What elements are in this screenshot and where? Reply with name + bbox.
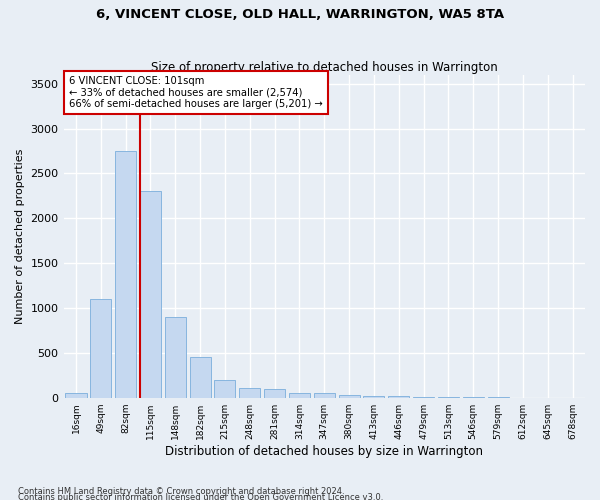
- Bar: [438, 397, 459, 398]
- Bar: [65, 393, 86, 398]
- Bar: [264, 388, 285, 398]
- Bar: [115, 151, 136, 398]
- Bar: [165, 317, 186, 398]
- Text: Contains HM Land Registry data © Crown copyright and database right 2024.: Contains HM Land Registry data © Crown c…: [18, 486, 344, 496]
- Bar: [388, 396, 409, 398]
- Bar: [289, 393, 310, 398]
- Bar: [140, 192, 161, 398]
- Bar: [364, 396, 385, 398]
- Bar: [90, 299, 112, 398]
- Bar: [314, 393, 335, 398]
- Bar: [239, 388, 260, 398]
- Y-axis label: Number of detached properties: Number of detached properties: [15, 148, 25, 324]
- Bar: [214, 380, 235, 398]
- Bar: [413, 397, 434, 398]
- X-axis label: Distribution of detached houses by size in Warrington: Distribution of detached houses by size …: [165, 444, 483, 458]
- Bar: [338, 395, 359, 398]
- Text: 6, VINCENT CLOSE, OLD HALL, WARRINGTON, WA5 8TA: 6, VINCENT CLOSE, OLD HALL, WARRINGTON, …: [96, 8, 504, 20]
- Title: Size of property relative to detached houses in Warrington: Size of property relative to detached ho…: [151, 60, 497, 74]
- Text: Contains public sector information licensed under the Open Government Licence v3: Contains public sector information licen…: [18, 492, 383, 500]
- Text: 6 VINCENT CLOSE: 101sqm
← 33% of detached houses are smaller (2,574)
66% of semi: 6 VINCENT CLOSE: 101sqm ← 33% of detache…: [69, 76, 323, 110]
- Bar: [190, 358, 211, 398]
